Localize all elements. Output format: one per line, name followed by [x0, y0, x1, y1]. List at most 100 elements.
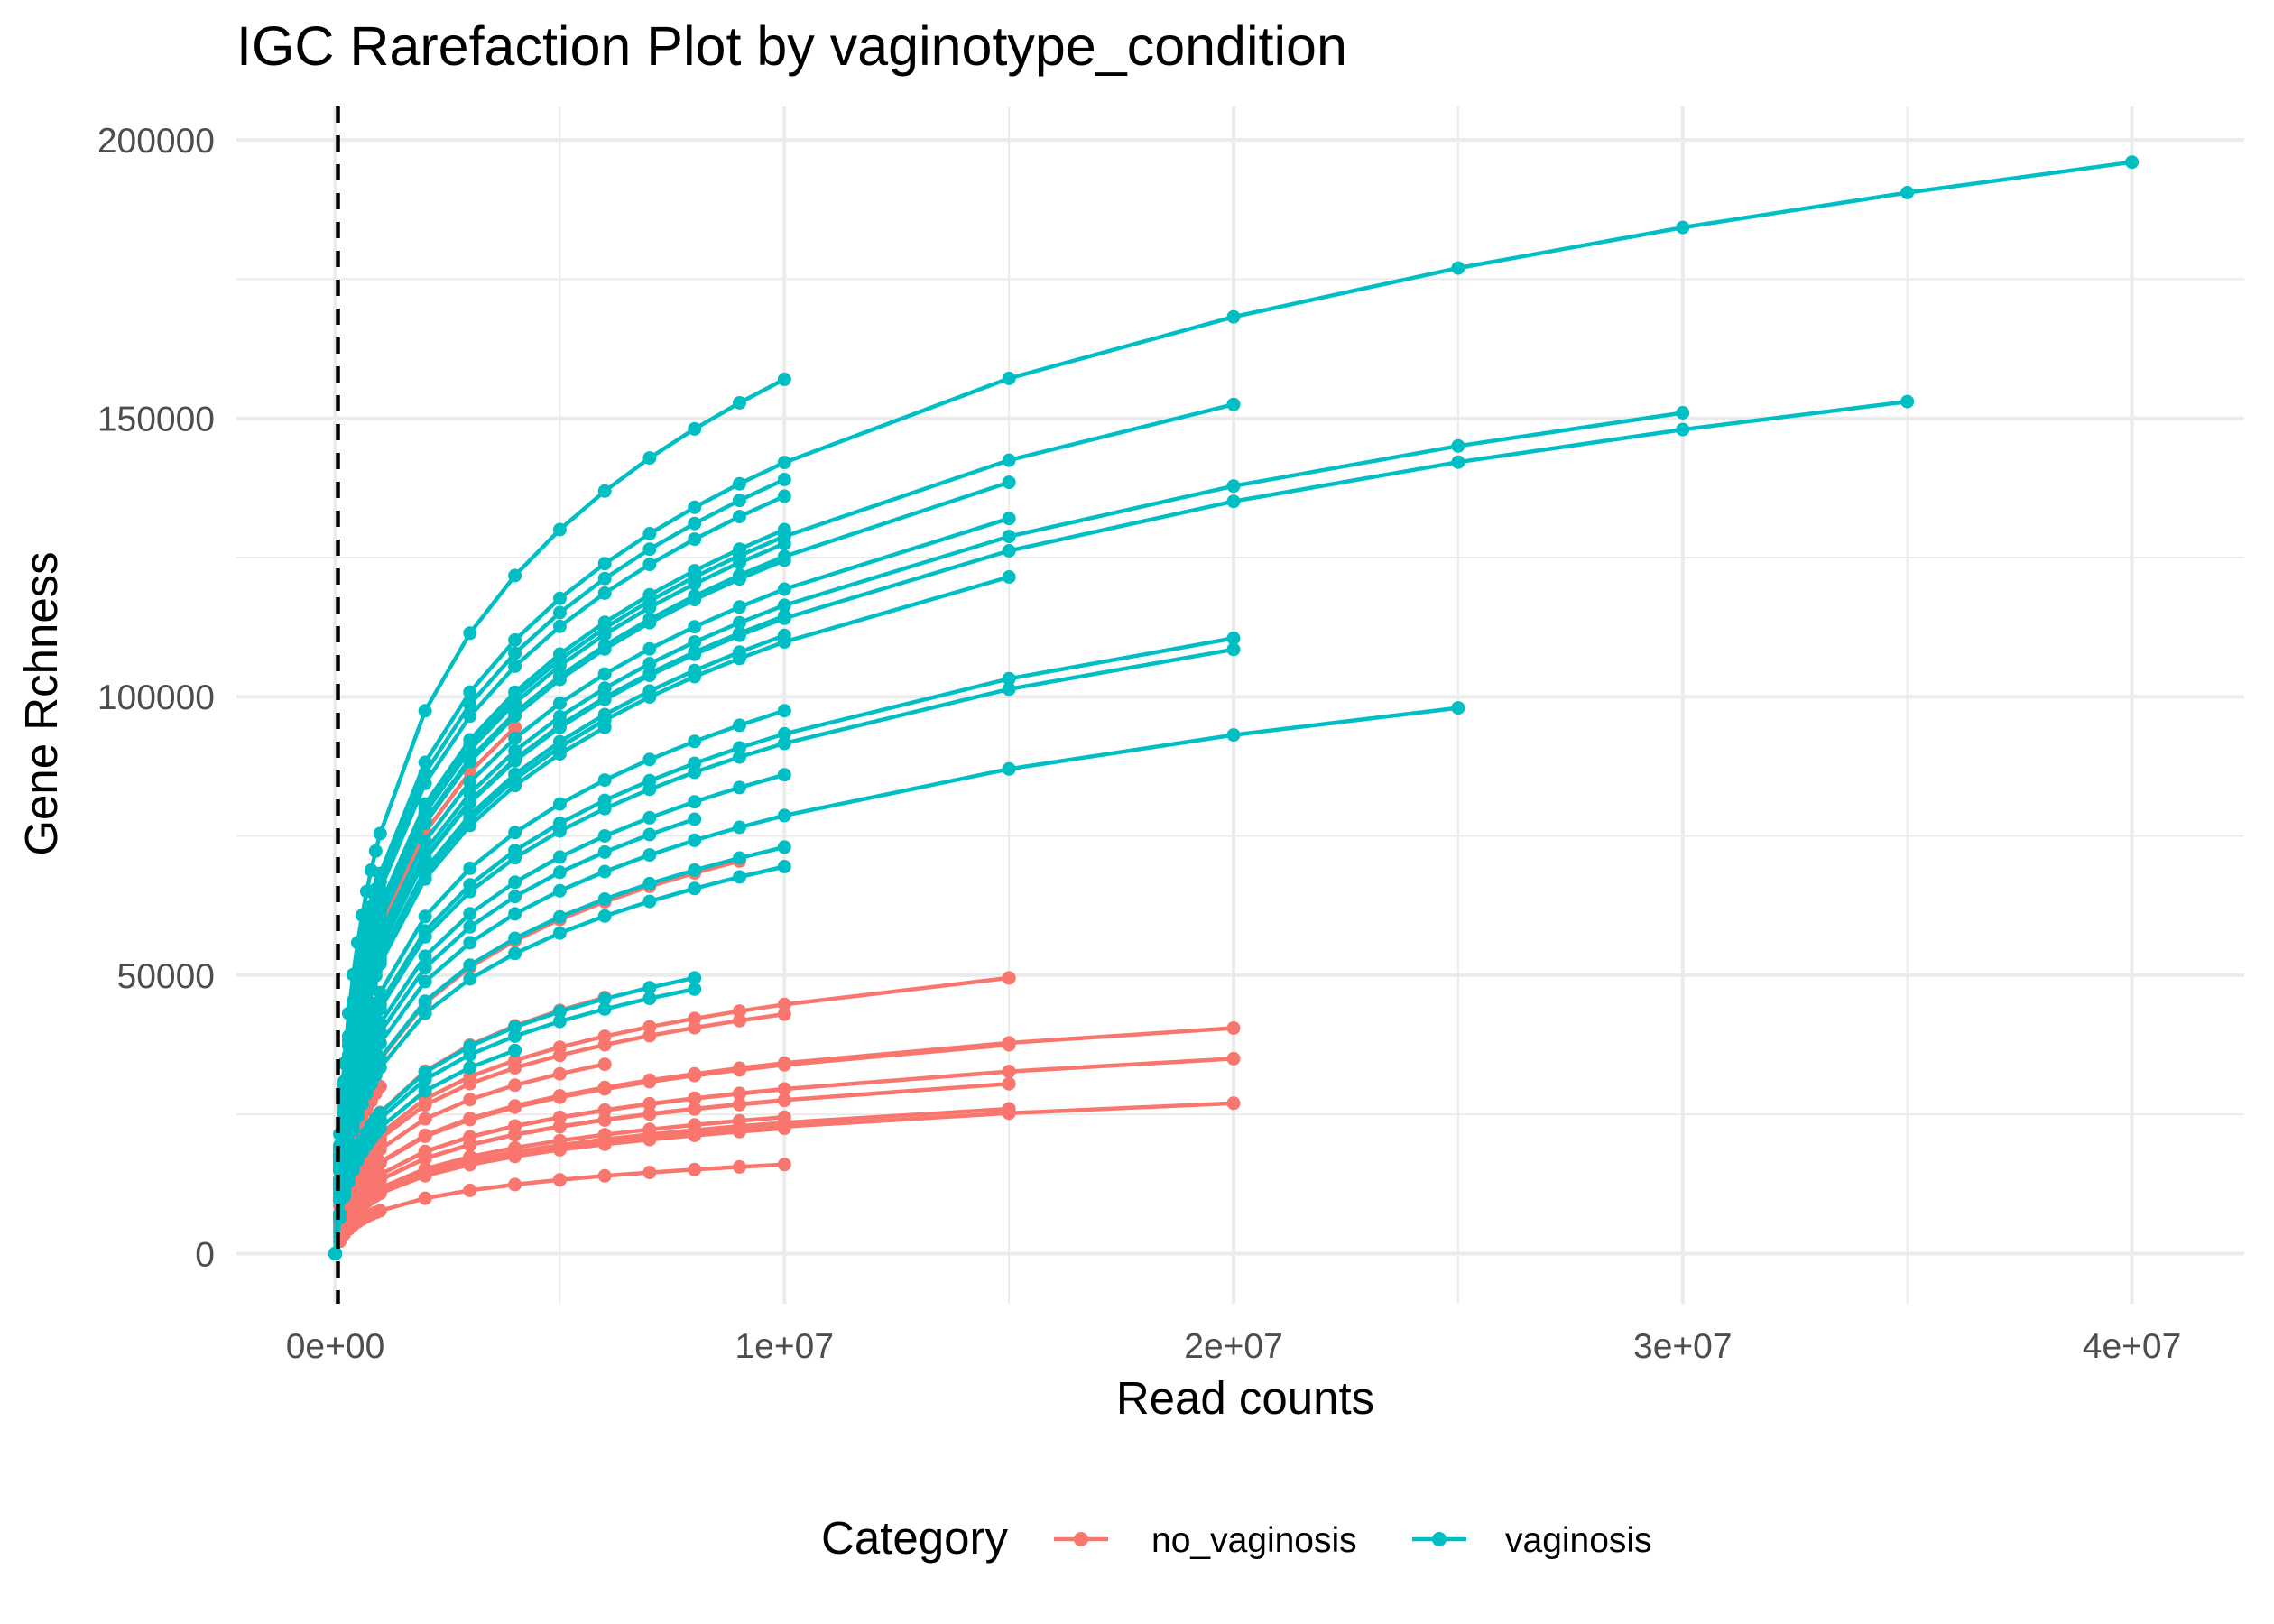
data-point	[597, 681, 612, 696]
data-point	[597, 1128, 612, 1142]
data-point	[418, 851, 432, 865]
data-point	[688, 765, 702, 780]
data-point	[463, 685, 477, 699]
data-point	[373, 1025, 387, 1039]
data-point	[552, 659, 567, 673]
data-point	[359, 996, 374, 1010]
data-point	[418, 1168, 432, 1183]
data-point	[733, 510, 746, 524]
data-point	[418, 974, 432, 989]
y-tick-label: 0	[195, 1235, 215, 1274]
data-point	[508, 890, 522, 904]
data-point	[463, 1183, 477, 1197]
data-point	[597, 892, 612, 906]
data-point	[1002, 512, 1016, 526]
data-point	[373, 826, 387, 841]
data-point	[688, 1020, 702, 1035]
x-axis-title: Read counts	[1116, 1372, 1374, 1424]
data-point	[733, 626, 746, 641]
legend-item-no-vaginosis: no_vaginosis	[1054, 1521, 1357, 1560]
data-point	[688, 734, 702, 749]
data-point	[733, 396, 746, 410]
data-point	[341, 1175, 356, 1189]
data-point	[508, 1100, 522, 1114]
data-point	[597, 615, 612, 630]
data-point	[463, 1060, 477, 1075]
x-tick-label: 1e+07	[735, 1327, 834, 1366]
data-point	[418, 1130, 432, 1143]
data-point	[597, 720, 612, 734]
data-point	[777, 1110, 791, 1124]
data-point	[1002, 475, 1016, 490]
data-point	[733, 542, 746, 557]
data-point	[418, 909, 432, 924]
data-point	[1226, 631, 1241, 645]
data-point	[733, 1159, 746, 1174]
x-tick-label: 3e+07	[1633, 1327, 1733, 1366]
data-point	[1002, 971, 1016, 985]
series-layer	[328, 155, 2140, 1260]
data-point	[463, 1138, 477, 1152]
data-point	[777, 1093, 791, 1108]
data-point	[733, 615, 746, 630]
data-point	[463, 794, 477, 808]
data-point	[733, 572, 746, 586]
data-point	[355, 1097, 369, 1111]
data-point	[508, 826, 522, 840]
data-point	[642, 827, 657, 842]
data-point	[688, 1068, 702, 1083]
data-point	[508, 568, 522, 583]
data-point	[688, 620, 702, 634]
data-point	[1451, 261, 1465, 275]
data-point	[552, 647, 567, 661]
data-point	[552, 909, 567, 924]
data-point	[688, 516, 702, 531]
data-point	[733, 600, 746, 614]
series-curve-vaginosis	[328, 1043, 522, 1260]
data-point	[688, 532, 702, 547]
data-point	[777, 553, 791, 567]
data-point	[1226, 494, 1241, 509]
data-point	[463, 936, 477, 950]
data-point	[552, 1142, 567, 1157]
data-point	[642, 615, 657, 630]
data-point	[552, 591, 567, 605]
data-point	[418, 1084, 432, 1098]
data-point	[552, 865, 567, 880]
data-point	[463, 1076, 477, 1091]
data-point	[418, 1073, 432, 1086]
data-point	[508, 931, 522, 946]
data-point	[597, 1137, 612, 1151]
data-point	[463, 754, 477, 769]
data-point	[1226, 728, 1241, 743]
data-point	[642, 752, 657, 767]
data-point	[463, 861, 477, 875]
data-point	[508, 875, 522, 890]
data-point	[597, 557, 612, 571]
data-point	[777, 1007, 791, 1021]
y-tick-label: 200000	[97, 122, 215, 161]
data-point	[777, 860, 791, 873]
legend-label: vaginosis	[1505, 1521, 1652, 1560]
data-point	[642, 782, 657, 797]
data-point	[688, 421, 702, 436]
data-point	[597, 641, 612, 656]
data-point	[552, 522, 567, 537]
data-point	[777, 473, 791, 486]
data-point	[642, 587, 657, 602]
data-point	[597, 690, 612, 705]
data-point	[642, 1166, 657, 1180]
data-point	[418, 961, 432, 975]
data-point	[733, 851, 746, 865]
data-point	[733, 556, 746, 570]
data-point	[1002, 682, 1016, 697]
legend-title: Category	[821, 1512, 1008, 1564]
data-point	[552, 1004, 567, 1019]
data-point	[508, 907, 522, 921]
data-point	[418, 994, 432, 1009]
data-point	[1451, 438, 1465, 453]
x-tick-label: 0e+00	[286, 1327, 385, 1366]
data-point	[642, 1075, 657, 1089]
data-point	[418, 1112, 432, 1126]
data-point	[777, 808, 791, 823]
